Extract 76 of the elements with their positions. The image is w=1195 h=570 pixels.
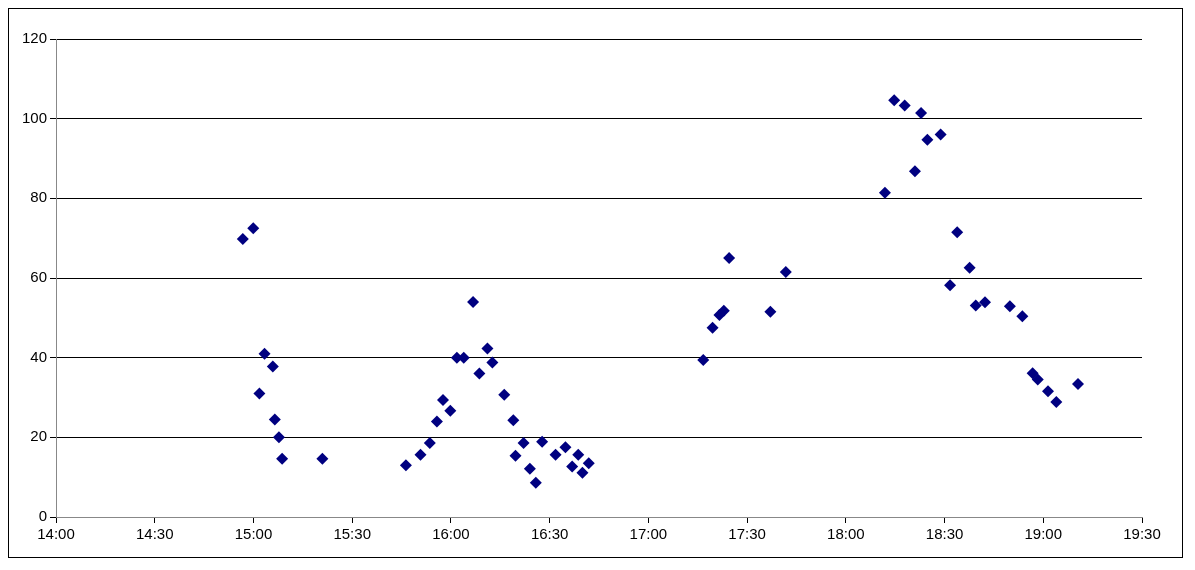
point: [549, 448, 562, 461]
point: [268, 413, 281, 426]
point: [247, 222, 260, 235]
y-tick-label: 120: [22, 29, 48, 47]
y-tick-label: 60: [30, 268, 48, 286]
point: [437, 393, 450, 406]
point: [266, 360, 279, 373]
point: [517, 436, 530, 449]
point: [1031, 373, 1044, 386]
point: [979, 296, 992, 309]
point: [444, 404, 457, 417]
x-tick-label: 19:30: [1123, 525, 1161, 543]
x-tick-label: 18:00: [827, 525, 865, 543]
x-tick-label: 19:00: [1024, 525, 1063, 543]
x-tick-label: 16:00: [432, 525, 470, 543]
y-tick-label: 20: [30, 427, 48, 445]
point: [414, 448, 427, 461]
point: [236, 232, 249, 245]
point: [473, 367, 486, 380]
point: [423, 436, 436, 449]
point: [498, 388, 511, 401]
point: [572, 448, 585, 461]
point: [507, 414, 520, 427]
point: [969, 299, 982, 312]
point: [934, 128, 947, 141]
point: [908, 165, 921, 178]
point: [878, 186, 891, 199]
x-tick-label: 17:30: [728, 525, 766, 543]
point: [399, 459, 412, 472]
y-tick-label: 40: [30, 347, 48, 365]
point: [258, 347, 271, 360]
x-tick-label: 16:30: [530, 525, 569, 543]
point: [1072, 377, 1085, 390]
point: [706, 321, 719, 334]
point: [316, 452, 329, 465]
x-tick-label: 18:30: [925, 525, 964, 543]
point: [430, 415, 443, 428]
point: [1050, 395, 1063, 408]
point: [559, 441, 572, 454]
point: [272, 431, 285, 444]
point: [576, 466, 589, 479]
point: [779, 266, 792, 279]
point: [467, 295, 480, 308]
point: [566, 460, 579, 473]
point: [253, 387, 266, 400]
point: [529, 476, 542, 489]
y-tick-label: 80: [30, 188, 48, 206]
point: [509, 449, 522, 462]
x-tick-label: 14:30: [135, 525, 174, 543]
y-tick-label: 0: [38, 507, 48, 525]
point: [697, 354, 710, 367]
point: [723, 252, 736, 265]
point: [921, 133, 934, 146]
point: [1016, 310, 1029, 323]
x-tick-label: 17:00: [629, 525, 668, 543]
point: [582, 457, 595, 470]
point: [764, 305, 777, 318]
x-tick-label: 15:30: [333, 525, 371, 543]
point: [486, 356, 499, 369]
point: [536, 435, 549, 448]
point: [1026, 367, 1039, 380]
point: [276, 452, 289, 465]
point: [898, 99, 911, 112]
point: [1003, 300, 1016, 313]
x-tick-label: 15:00: [234, 525, 273, 543]
x-tick-label: 14:00: [37, 525, 75, 543]
y-tick-label: 100: [22, 108, 48, 126]
point: [523, 462, 536, 475]
point: [1042, 385, 1055, 398]
point: [963, 261, 976, 274]
point: [951, 226, 964, 239]
point: [915, 107, 928, 120]
point: [717, 304, 730, 317]
point: [888, 94, 901, 107]
point: [481, 342, 494, 355]
point: [944, 279, 957, 292]
